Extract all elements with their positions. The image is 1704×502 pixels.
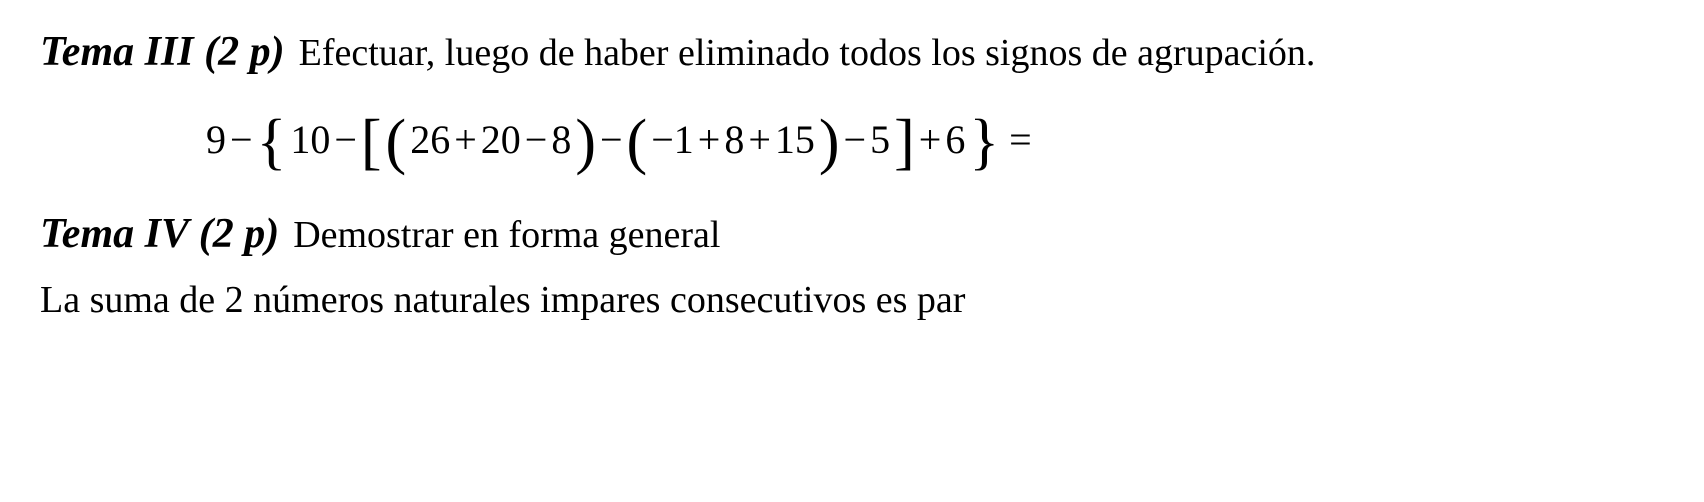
eq-term: 10 xyxy=(290,120,330,160)
eq-term: 15 xyxy=(775,120,815,160)
eq-op-plus: + xyxy=(919,120,942,160)
eq-op-minus: − xyxy=(525,120,548,160)
eq-op-minus: − xyxy=(230,120,253,160)
eq-term: 20 xyxy=(481,120,521,160)
eq-op-minus: − xyxy=(600,120,623,160)
eq-term: 9 xyxy=(206,120,226,160)
eq-op-minus: − xyxy=(844,120,867,160)
tema3-block: Tema III (2 p) Efectuar, luego de haber … xyxy=(40,28,1664,76)
eq-term: 8 xyxy=(724,120,744,160)
eq-op-plus: + xyxy=(748,120,771,160)
tema4-block: Tema IV (2 p) Demostrar en forma general… xyxy=(40,210,1664,322)
eq-op-minus: − xyxy=(334,120,357,160)
eq-term: 26 xyxy=(410,120,450,160)
tema3-heading: Tema III (2 p) xyxy=(40,29,285,75)
eq-equals: = xyxy=(1009,120,1032,160)
eq-term: 5 xyxy=(870,120,890,160)
document-page: Tema III (2 p) Efectuar, luego de haber … xyxy=(0,0,1704,502)
tema4-description: Demostrar en forma general xyxy=(293,214,720,256)
eq-op-plus: + xyxy=(698,120,721,160)
tema3-description: Efectuar, luego de haber eliminado todos… xyxy=(299,32,1316,74)
eq-term: −1 xyxy=(651,120,694,160)
tema4-statement: La suma de 2 números naturales impares c… xyxy=(40,278,1664,322)
tema4-heading: Tema IV (2 p) xyxy=(40,211,279,257)
eq-term: 6 xyxy=(945,120,965,160)
tema3-equation: 9 − { 10 − [ ( 26 + 20 − 8 ) − ( −1 + 8 … xyxy=(206,120,1664,160)
eq-op-plus: + xyxy=(454,120,477,160)
eq-term: 8 xyxy=(551,120,571,160)
